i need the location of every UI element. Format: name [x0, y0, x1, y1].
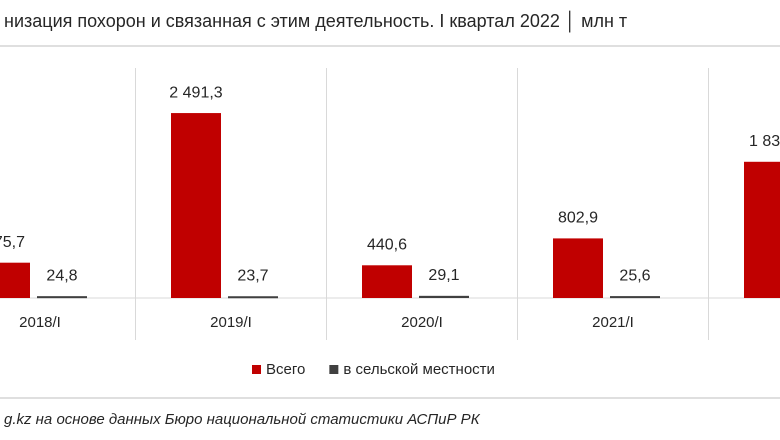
bar: [362, 265, 412, 298]
x-tick-label: 2021/I: [592, 314, 634, 331]
value-label: 440,6: [367, 237, 407, 254]
legend-label: Всего: [266, 361, 305, 378]
value-label: 475,7: [0, 234, 25, 251]
value-label: 29,1: [428, 267, 459, 284]
value-label: 24,8: [46, 267, 77, 284]
bar: [610, 296, 660, 299]
x-tick-label: 2020/I: [401, 314, 443, 331]
value-label: 23,7: [237, 267, 268, 284]
value-label: 25,6: [619, 267, 650, 284]
legend-swatch: [329, 365, 339, 374]
bar: [37, 296, 87, 299]
x-tick-label: 2019/I: [210, 314, 252, 331]
x-tick-label: 2018/I: [19, 314, 61, 331]
value-label: 802,9: [558, 210, 598, 227]
source: g.kz на основе данных Бюро национальной …: [4, 411, 481, 428]
bar: [419, 295, 469, 298]
bar: [228, 296, 278, 299]
bar: [553, 238, 603, 298]
bar: [0, 262, 30, 298]
legend-label: в сельской местности: [343, 361, 495, 378]
chart-title: низация похорон и связанная с этим деяте…: [4, 10, 627, 33]
legend-swatch: [252, 365, 261, 374]
bar: [744, 161, 780, 298]
value-label: 2 491,3: [169, 84, 222, 101]
bar: [171, 113, 221, 299]
value-label: 1 835: [749, 133, 780, 150]
